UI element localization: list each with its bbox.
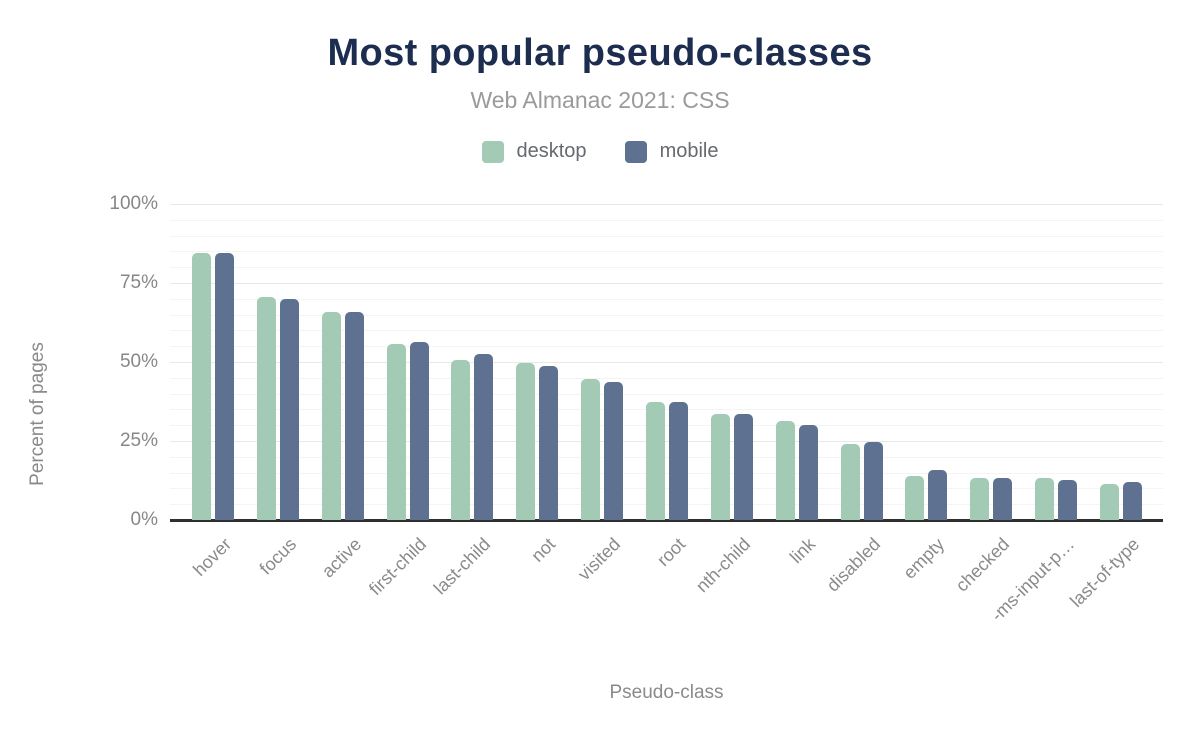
x-axis-title: Pseudo-class [609,682,724,703]
bar-desktop-link [776,421,795,520]
bar-mobile-disabled [864,442,883,520]
bar-mobile-empty [928,470,947,520]
legend-label-mobile: mobile [659,140,719,162]
chart-title: Most popular pseudo-classes [327,32,873,74]
x-axis-tick-label: checked [951,534,1014,596]
minor-gridline [170,236,1163,237]
bar-mobile-root [669,402,688,520]
bar-desktop-checked [970,478,989,520]
x-axis-tick-label: focus [255,534,301,579]
y-axis-tick-label: 75% [119,272,158,293]
bar-desktop-empty [905,476,924,520]
bar-desktop-root [646,402,665,520]
bar-mobile-focus [280,299,299,520]
bar-desktop-disabled [841,444,860,520]
legend-label-desktop: desktop [516,140,587,162]
minor-gridline [170,504,1163,505]
bar-mobile-hover [215,253,234,520]
y-axis-tick-label: 100% [109,193,158,214]
minor-gridline [170,394,1163,395]
minor-gridline [170,488,1163,489]
minor-gridline [170,267,1163,268]
bar-desktop-visited [581,379,600,520]
x-axis-tick-label: hover [189,534,236,580]
bar-mobile-last-of-type [1123,482,1142,520]
x-axis-tick-label: root [653,534,690,571]
minor-gridline [170,330,1163,331]
x-axis-line [170,519,1163,522]
major-gridline [170,204,1163,205]
y-axis-title: Percent of pages [27,342,48,486]
legend-item-desktop: desktop [481,140,587,163]
y-axis-tick-label: 25% [119,430,158,451]
minor-gridline [170,457,1163,458]
mobile-swatch-icon [624,140,647,163]
bar-mobile-nth-child [734,414,753,520]
minor-gridline [170,378,1163,379]
bar-mobile-visited [604,382,623,520]
bar-mobile-checked [993,478,1012,520]
bar-desktop-hover [192,253,211,520]
bar-desktop-not [516,363,535,520]
x-axis-tick-label: disabled [822,534,885,596]
minor-gridline [170,425,1163,426]
x-axis-tick-label: visited [573,534,625,585]
minor-gridline [170,251,1163,252]
bar-desktop-nth-child [711,414,730,520]
minor-gridline [170,315,1163,316]
bar-desktop-last-of-type [1100,484,1119,520]
bar-desktop--ms-input-p [1035,478,1054,520]
x-axis-tick-label: not [527,534,560,566]
x-axis-tick-label: last-child [429,534,495,599]
x-axis-tick-label: last-of-type [1066,534,1144,612]
bar-desktop-last-child [451,360,470,520]
desktop-swatch-icon [481,140,504,163]
bar-desktop-active [322,312,341,520]
x-axis-tick-label: first-child [365,534,431,600]
bar-mobile-last-child [474,354,493,520]
minor-gridline [170,409,1163,410]
x-axis-tick-label: active [317,534,366,582]
legend: desktop mobile [0,140,1200,163]
x-axis-tick-label: link [785,534,820,568]
minor-gridline [170,473,1163,474]
chart-subtitle: Web Almanac 2021: CSS [470,87,730,113]
bar-mobile-first-child [410,342,429,520]
bar-desktop-focus [257,297,276,520]
bar-desktop-first-child [387,344,406,520]
major-gridline [170,362,1163,363]
y-axis-tick-label: 0% [130,509,158,530]
x-axis-tick-label: nth-child [691,534,755,597]
y-axis-tick-label: 50% [119,351,158,372]
bar-mobile-active [345,312,364,520]
minor-gridline [170,220,1163,221]
major-gridline [170,283,1163,284]
x-axis-tick-label: empty [899,534,949,583]
minor-gridline [170,299,1163,300]
bar-mobile-link [799,425,818,520]
bar-mobile-not [539,366,558,520]
minor-gridline [170,346,1163,347]
major-gridline [170,441,1163,442]
bar-mobile--ms-input-p [1058,480,1077,520]
legend-item-mobile: mobile [624,140,719,163]
